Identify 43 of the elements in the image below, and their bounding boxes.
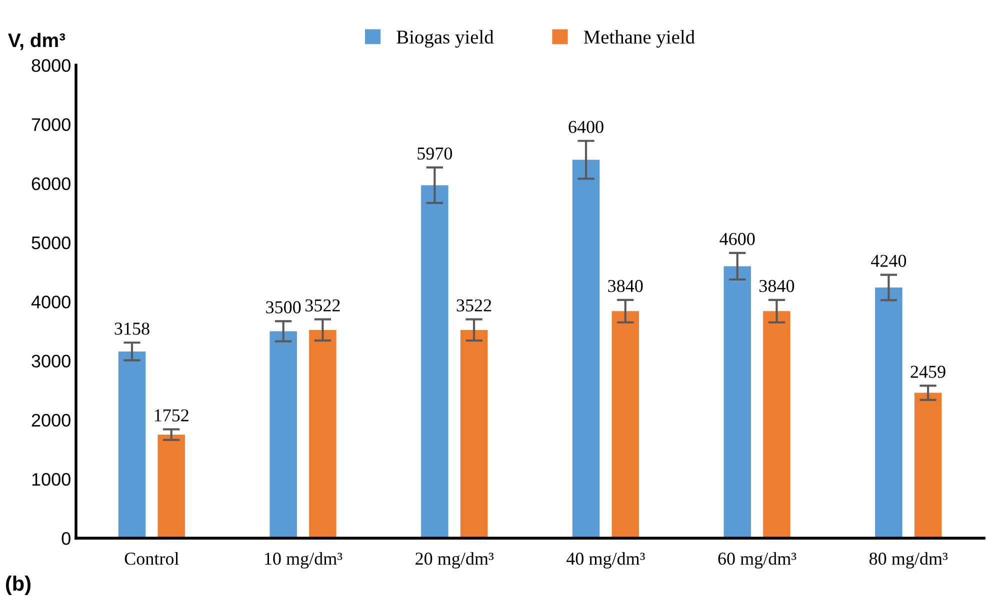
x-tick-label: 10 mg/dm³ <box>265 552 342 569</box>
data-label: 3840 <box>608 280 643 292</box>
data-label: 2459 <box>910 366 946 378</box>
data-label: 4240 <box>870 254 906 267</box>
data-label: 3840 <box>760 280 794 292</box>
bar <box>309 330 336 538</box>
y-tick-label: 1000 <box>32 473 70 486</box>
bar <box>270 331 297 538</box>
bar <box>875 288 902 538</box>
x-tick-label: 80 mg/dm³ <box>869 552 948 569</box>
data-label: 3522 <box>456 299 492 312</box>
bar <box>572 160 600 538</box>
y-tick-label: 3000 <box>32 354 70 368</box>
bar <box>612 311 639 538</box>
y-tick-label: 4000 <box>31 296 70 308</box>
legend-label: Methane yield <box>584 30 695 48</box>
y-tick-label: 6000 <box>32 177 70 190</box>
data-label: 3158 <box>114 322 150 335</box>
bar <box>763 311 790 538</box>
bar <box>158 434 185 538</box>
bar <box>724 266 751 538</box>
y-tick-label: 5000 <box>32 236 70 250</box>
bar <box>421 185 448 538</box>
data-label: 1752 <box>154 409 188 422</box>
data-label: 4600 <box>720 232 755 246</box>
x-tick-label: 40 mg/dm³ <box>566 552 645 569</box>
bar <box>460 330 488 538</box>
data-label: 5970 <box>418 147 452 160</box>
x-tick-label: Control <box>124 552 179 565</box>
text: (b) <box>6 576 30 596</box>
y-tick-label: 2000 <box>32 414 70 427</box>
data-label: 3522 <box>305 299 340 312</box>
data-label: 6400 <box>568 120 604 134</box>
y-tick-label: 7000 <box>32 118 70 132</box>
x-tick-label: 20 mg/dm³ <box>416 552 494 569</box>
y-axis-title: V, dm³ <box>8 32 66 50</box>
y-tick-label: 8000 <box>32 59 70 72</box>
data-label: 3500 <box>266 301 301 314</box>
x-tick-label: 60 mg/dm³ <box>718 552 796 569</box>
bar <box>118 351 146 538</box>
bar <box>914 392 942 538</box>
legend-label: Biogas yield <box>396 30 494 48</box>
y-tick-label: 0 <box>62 532 70 545</box>
